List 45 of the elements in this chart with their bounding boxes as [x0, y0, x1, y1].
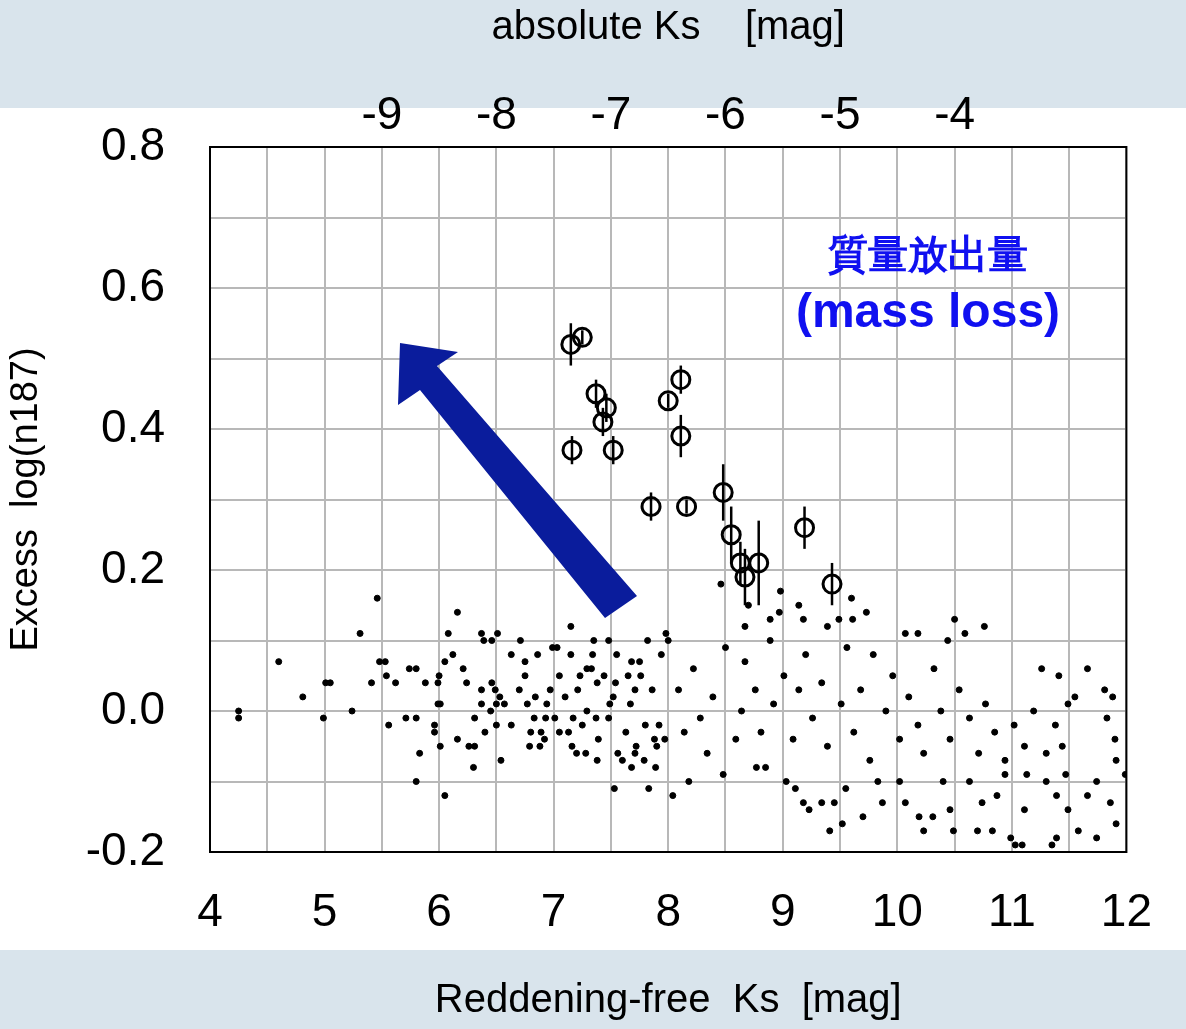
x2-axis-title: absolute Ks [mag]	[491, 3, 845, 48]
point	[748, 552, 770, 574]
point	[657, 390, 679, 412]
x2-tick-label: -7	[590, 87, 632, 140]
y-tick-label: -0.2	[85, 822, 165, 875]
x-tick-label: 7	[540, 884, 567, 937]
x-tick-label: 6	[426, 884, 452, 937]
y-tick-label: 0.0	[101, 681, 165, 734]
point	[560, 333, 582, 355]
x2-tick-label: -6	[705, 87, 746, 140]
point	[585, 383, 607, 405]
y-tick-label: 0.2	[101, 540, 165, 593]
annotation: 質量放出量	[827, 232, 1028, 277]
y-axis-title: Excess log(n187)	[3, 347, 46, 652]
annotation: (mass loss)	[795, 284, 1061, 338]
point	[595, 397, 617, 419]
y-tick-label: 0.4	[101, 399, 165, 452]
point	[592, 411, 614, 433]
point	[720, 524, 742, 546]
point	[561, 439, 583, 461]
point	[729, 552, 751, 574]
point	[670, 369, 692, 391]
point	[670, 425, 692, 447]
x2-tick-label: -8	[475, 87, 517, 140]
x2-tick-label: -5	[819, 87, 861, 140]
point	[676, 496, 698, 518]
x-tick-label: 8	[655, 884, 682, 937]
y-tick-label: 0.6	[101, 258, 165, 311]
x-axis-title: Reddening-free Ks [mag]	[434, 976, 902, 1021]
x-tick-label: 9	[769, 884, 796, 937]
point	[821, 573, 843, 595]
x-tick-label: 12	[1100, 884, 1152, 937]
y-tick-label: 0.8	[101, 117, 165, 170]
point	[640, 496, 662, 518]
point	[712, 481, 734, 503]
point	[571, 326, 593, 348]
x2-tick-label: -9	[361, 87, 403, 140]
x2-tick-label: -4	[934, 87, 976, 140]
x-tick-label: 11	[987, 884, 1036, 937]
point	[734, 566, 756, 588]
point	[602, 439, 624, 461]
x-tick-label: 10	[871, 884, 923, 937]
point	[794, 517, 816, 539]
x-tick-label: 4	[197, 884, 223, 937]
x-tick-label: 5	[311, 884, 338, 937]
